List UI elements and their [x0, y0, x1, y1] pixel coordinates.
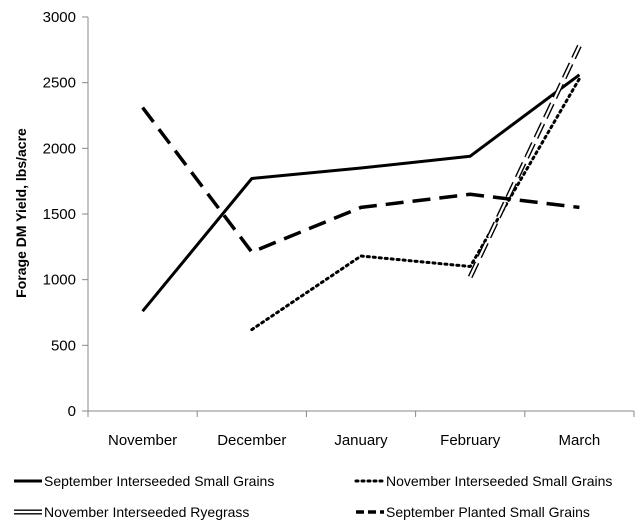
- y-tick-label: 0: [68, 403, 76, 420]
- x-tick-label: December: [217, 432, 286, 449]
- legend-label-september-interseeded-small-grains: September Interseeded Small Grains: [44, 473, 274, 489]
- series-line-november-interseeded-small-grains: [250, 77, 581, 332]
- series-line-september-planted-small-grains: [141, 106, 580, 254]
- legend-label-november-interseeded-small-grains: November Interseeded Small Grains: [386, 473, 612, 489]
- series-line-inner-november-interseeded-ryegrass: [469, 45, 581, 278]
- legend: September Interseeded Small Grains Novemb…: [14, 473, 612, 520]
- x-tick-label: February: [440, 432, 501, 449]
- y-tick-label: 2000: [43, 140, 76, 157]
- x-tick-label: March: [559, 432, 601, 449]
- series-line-november-interseeded-ryegrass: [467, 44, 582, 279]
- legend-label-november-interseeded-ryegrass: November Interseeded Ryegrass: [44, 504, 249, 520]
- y-tick-label: 2500: [43, 75, 76, 92]
- series-line-september-interseeded-small-grains: [141, 73, 581, 313]
- y-tick-label: 1500: [43, 206, 76, 223]
- y-tick-label: 500: [51, 337, 76, 354]
- x-tick-label: November: [108, 432, 177, 449]
- x-tick-label: January: [334, 432, 388, 449]
- plot-area: 0 500 1000 1500 2000 2500 3000 November December…: [43, 9, 635, 449]
- y-axis-title: Forage DM Yield, lbs/acre: [13, 128, 29, 298]
- y-tick-label: 1000: [43, 272, 76, 289]
- legend-label-september-planted-small-grains: September Planted Small Grains: [386, 504, 590, 520]
- y-tick-label: 3000: [43, 9, 76, 26]
